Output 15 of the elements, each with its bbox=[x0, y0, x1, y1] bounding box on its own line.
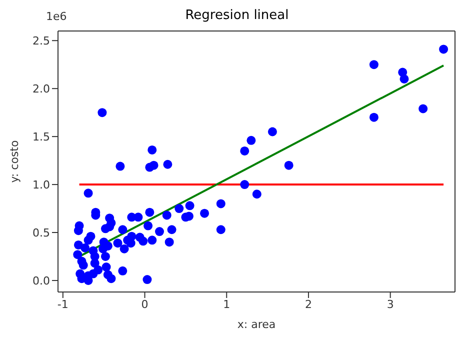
x-tick-label: 2 bbox=[304, 298, 312, 311]
text: 1e6 bbox=[46, 10, 67, 23]
x-tick-label: 3 bbox=[386, 298, 394, 311]
y-tick-label: 1.5 bbox=[32, 130, 50, 144]
x-tick-label: 1 bbox=[223, 298, 230, 311]
y-tick-label: 1.0 bbox=[32, 178, 50, 192]
x-tick-label: 0 bbox=[141, 298, 148, 311]
chart-title: Regresion lineal bbox=[185, 8, 289, 23]
y-tick-label: 0.0 bbox=[32, 274, 50, 288]
x-axis-title: x: area bbox=[237, 318, 276, 331]
y-tick-label: 2.5 bbox=[32, 34, 50, 48]
x-tick-label: -1 bbox=[57, 298, 68, 311]
y-tick-label: 2.0 bbox=[32, 82, 50, 96]
y-tick-label: 0.5 bbox=[32, 226, 50, 240]
y-axis-title: y: costo bbox=[8, 140, 21, 183]
